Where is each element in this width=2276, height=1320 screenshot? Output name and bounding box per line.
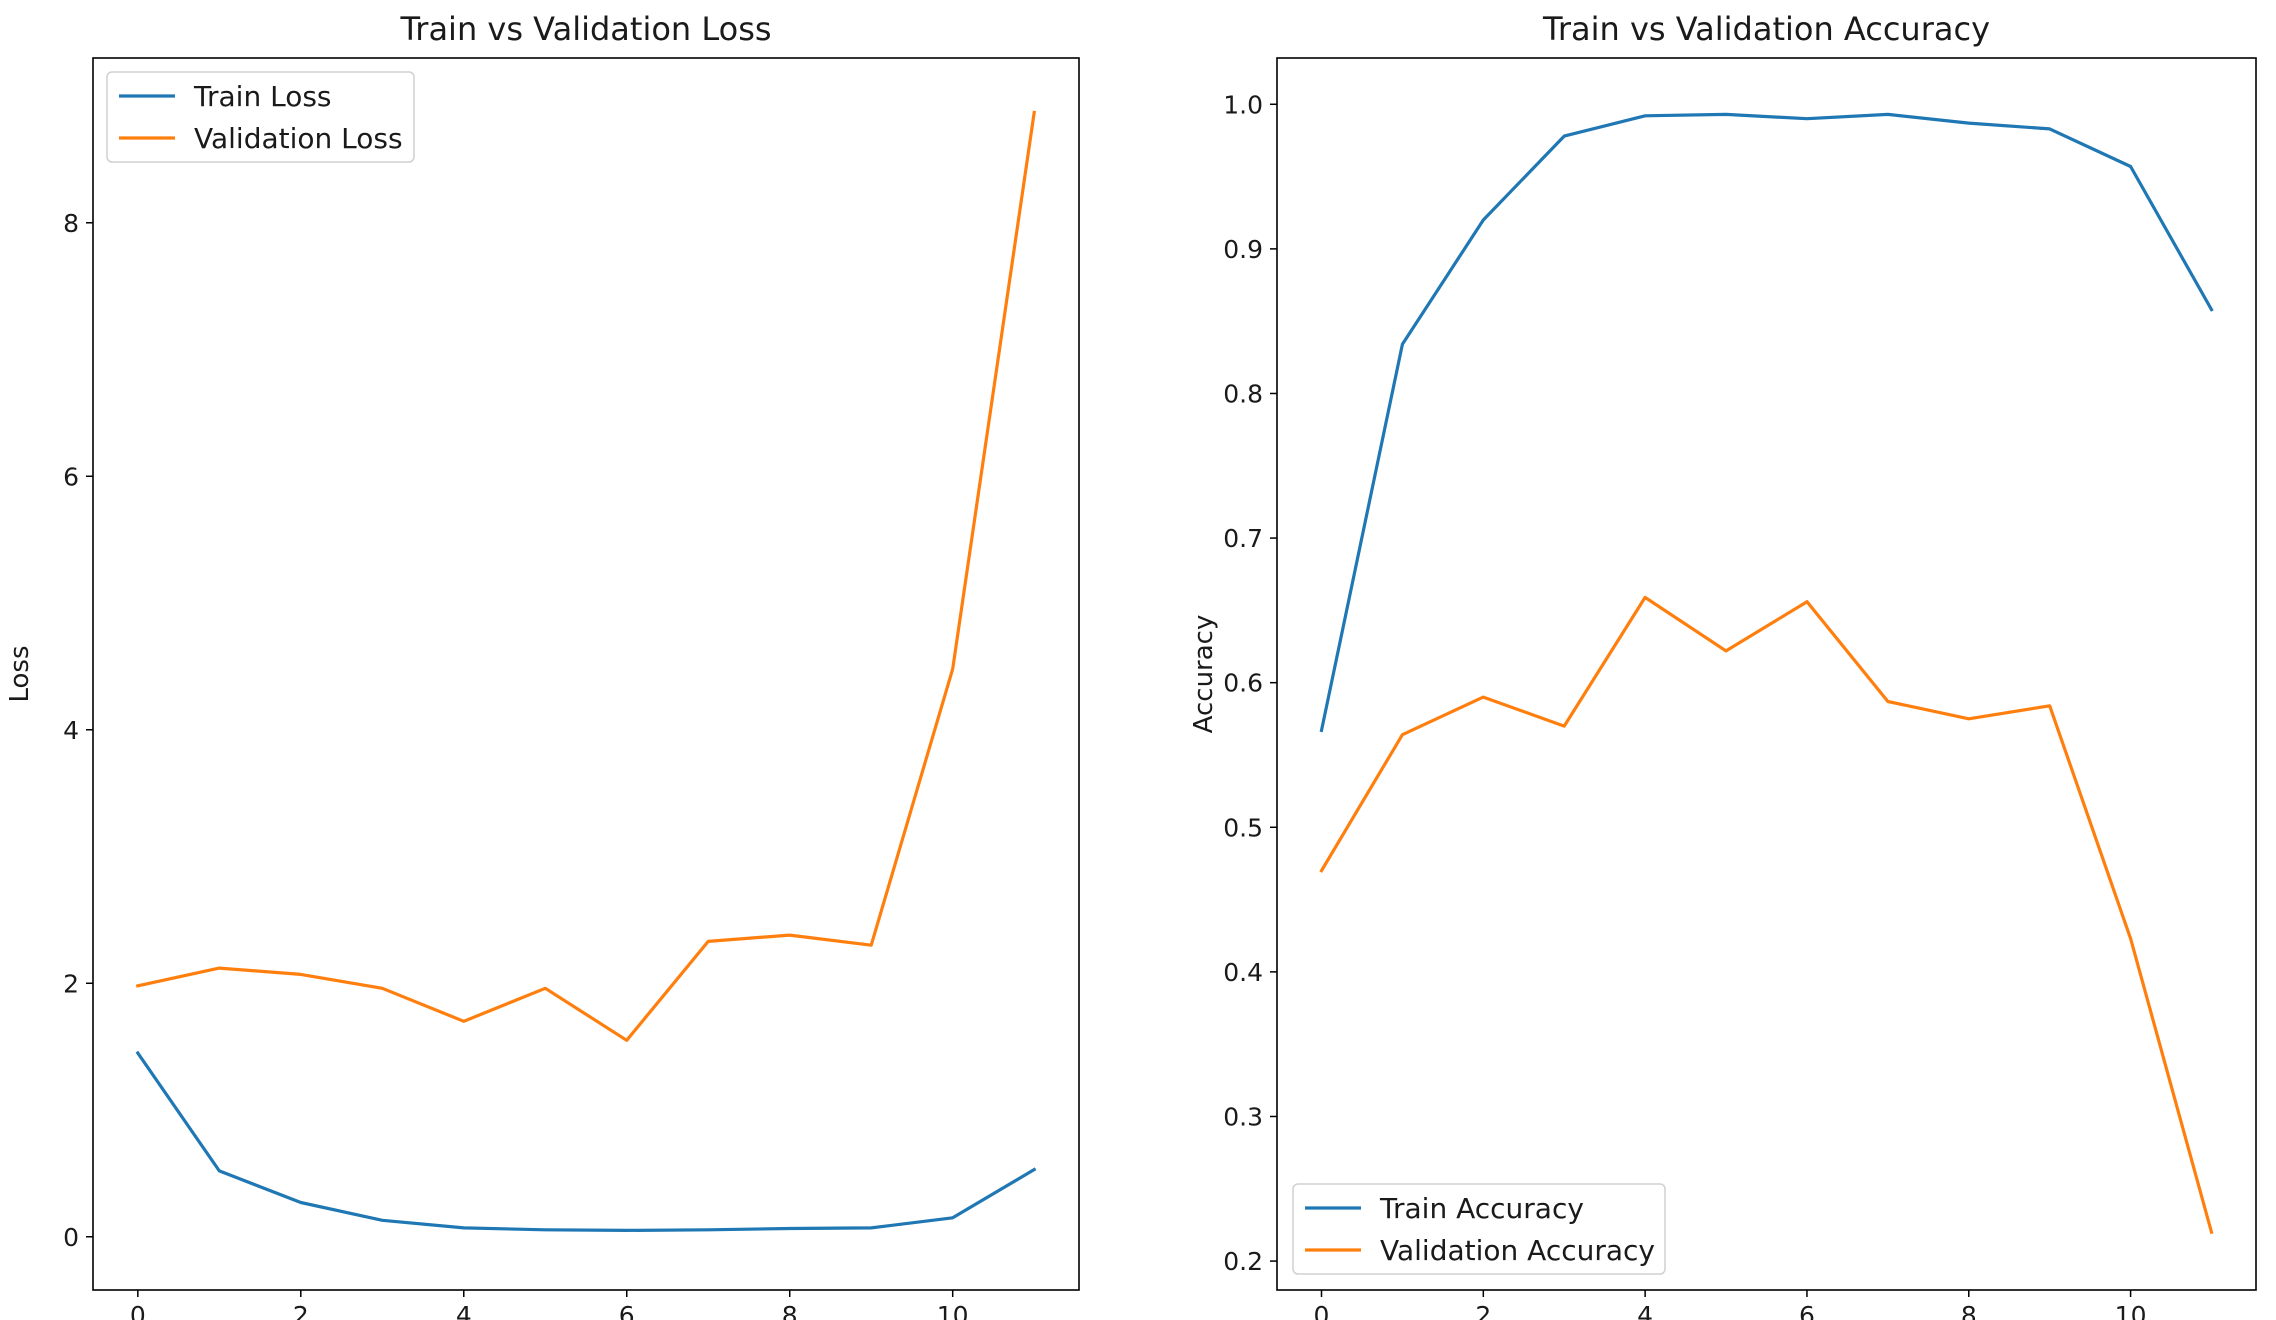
legend-entry: Validation Loss — [194, 122, 403, 155]
x-tick-label: 2 — [293, 1301, 309, 1320]
x-tick-label: 4 — [1637, 1301, 1653, 1320]
y-tick-label: 0.9 — [1223, 235, 1263, 264]
y-tick-label: 0.8 — [1223, 379, 1263, 408]
y-tick-label: 6 — [63, 462, 79, 491]
chart-title: Train vs Validation Accuracy — [1542, 10, 1990, 48]
series-line-validation-loss — [135, 110, 1037, 1042]
legend: Train Accuracy Validation Accuracy — [1292, 1183, 1666, 1275]
y-tick-label: 2 — [63, 969, 79, 998]
x-tick-label: 10 — [937, 1301, 969, 1320]
legend-entry: Train Accuracy — [1379, 1192, 1584, 1225]
y-tick-label: 1.0 — [1223, 90, 1263, 119]
series-line-train-loss — [135, 1050, 1037, 1233]
plot-frame — [1276, 57, 2257, 1291]
y-tick-label: 0.3 — [1223, 1102, 1263, 1131]
x-tick-label: 0 — [130, 1301, 146, 1320]
chart-panel-1: Train vs Validation Loss Loss 0 2 4 6 8 0 2 4 6 8 10… — [5, 10, 1080, 1320]
legend: Train Loss Validation Loss — [106, 71, 415, 163]
y-tick-label: 4 — [63, 716, 79, 745]
x-tick-label: 10 — [2115, 1301, 2147, 1320]
plot-frame — [92, 57, 1080, 1291]
x-tick-label: 6 — [619, 1301, 635, 1320]
x-tick-label: 0 — [1314, 1301, 1330, 1320]
y-tick-label: 0.7 — [1223, 524, 1263, 553]
y-tick-label: 0.2 — [1223, 1247, 1263, 1276]
y-tick-label: 8 — [63, 209, 79, 238]
x-tick-label: 4 — [456, 1301, 472, 1320]
y-tick-label: 0.5 — [1223, 813, 1263, 842]
y-axis-label: Accuracy — [1189, 615, 1219, 734]
legend-entry: Train Loss — [193, 80, 332, 113]
chart-panel-2: Train vs Validation Accuracy Accuracy 0.2 0… — [1189, 10, 2257, 1320]
chart-title: Train vs Validation Loss — [399, 10, 771, 48]
x-tick-label: 6 — [1799, 1301, 1815, 1320]
x-tick-label: 2 — [1475, 1301, 1491, 1320]
y-tick-label: 0.6 — [1223, 669, 1263, 698]
legend-box — [106, 71, 415, 163]
x-tick-label: 8 — [782, 1301, 798, 1320]
legend-box — [1292, 1183, 1666, 1275]
series-line-train-accuracy — [1319, 112, 2214, 733]
y-tick-label: 0 — [63, 1223, 79, 1252]
y-axis-label: Loss — [5, 645, 35, 702]
x-tick-label: 8 — [1961, 1301, 1977, 1320]
series-line-validation-accuracy — [1319, 595, 2214, 1235]
y-tick-label: 0.4 — [1223, 958, 1263, 987]
legend-entry: Validation Accuracy — [1380, 1234, 1655, 1267]
